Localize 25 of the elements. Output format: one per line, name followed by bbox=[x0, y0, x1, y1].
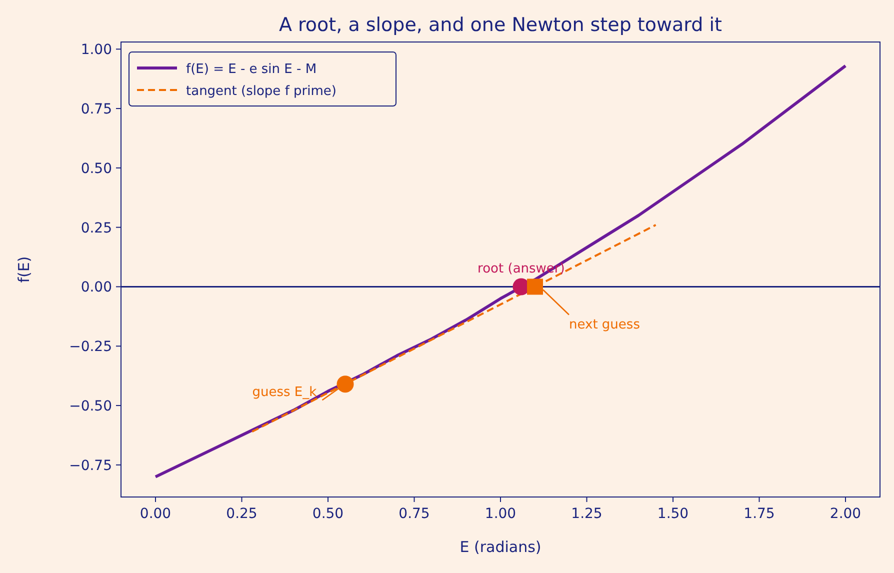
y-tick-label: −0.75 bbox=[69, 458, 112, 474]
annotation: next guess bbox=[569, 318, 640, 333]
y-tick-label: 0.25 bbox=[80, 220, 112, 236]
x-tick-label: 0.25 bbox=[226, 506, 258, 522]
x-tick-label: 1.75 bbox=[744, 506, 775, 522]
x-tick-label: 0.75 bbox=[398, 506, 430, 522]
annotation: guess E_k bbox=[252, 385, 318, 400]
legend-label: f(E) = E - e sin E - M bbox=[186, 62, 317, 77]
legend-label: tangent (slope f prime) bbox=[186, 84, 336, 99]
x-tick-label: 1.25 bbox=[571, 506, 602, 522]
x-tick-label: 1.50 bbox=[657, 506, 689, 522]
y-tick-label: 1.00 bbox=[80, 42, 112, 58]
y-tick-label: 0.50 bbox=[80, 160, 112, 177]
y-tick-label: −0.50 bbox=[69, 398, 112, 415]
y-tick-label: 0.00 bbox=[80, 280, 112, 296]
x-tick-label: 1.00 bbox=[484, 506, 516, 522]
x-tick-label: 0.00 bbox=[140, 506, 172, 522]
chart-title: A root, a slope, and one Newton step toward it bbox=[278, 14, 722, 36]
y-axis-title: f(E) bbox=[15, 256, 33, 283]
x-axis-title: E (radians) bbox=[460, 538, 542, 556]
line-series bbox=[154, 64, 847, 478]
x-tick-label: 2.00 bbox=[830, 506, 862, 522]
x-tick-label: 0.50 bbox=[312, 506, 344, 522]
y-tick-label: 0.75 bbox=[80, 102, 112, 118]
y-tick-label: −0.25 bbox=[69, 339, 112, 356]
